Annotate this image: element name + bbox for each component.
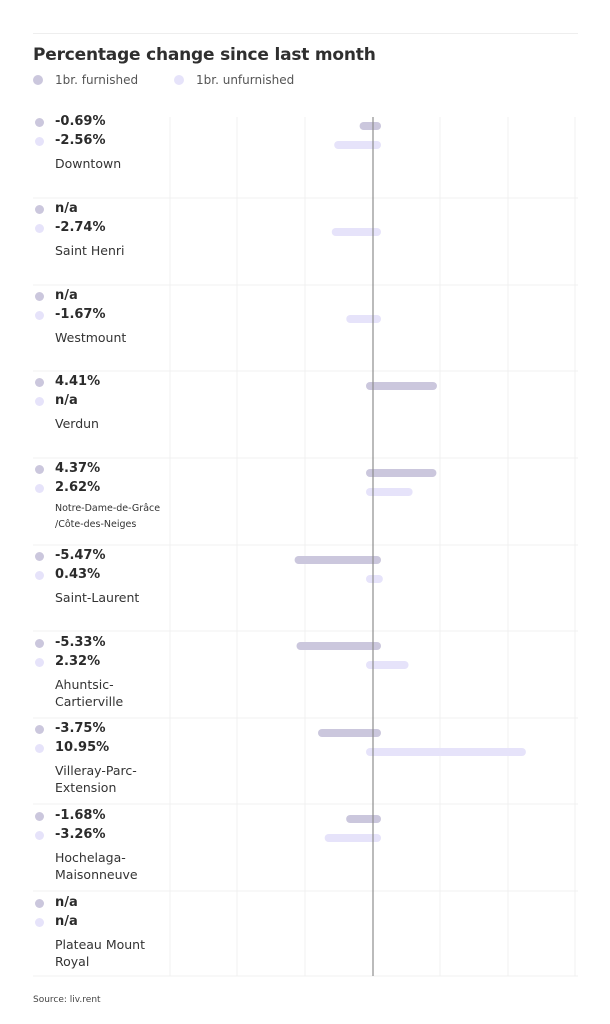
row-saint-laurent: -5.47% 0.43% Saint-Laurent xyxy=(33,547,183,605)
unfurnished-value: n/a xyxy=(55,914,78,929)
legend-swatch-unfurnished xyxy=(174,75,184,85)
category-name: Hochelaga- Maisonneuve xyxy=(55,849,195,883)
unfurnished-dot xyxy=(35,224,44,233)
furnished-value: -5.47% xyxy=(55,548,106,563)
unfurnished-value: -2.56% xyxy=(55,133,106,148)
furnished-dot xyxy=(35,292,44,301)
unfurnished-dot xyxy=(35,571,44,580)
legend-item-unfurnished: 1br. unfurnished xyxy=(174,73,294,87)
category-name: Westmount xyxy=(55,329,195,346)
category-name: Verdun xyxy=(55,415,195,432)
legend-swatch-furnished xyxy=(33,75,43,85)
unfurnished-value: 0.43% xyxy=(55,567,101,582)
category-name-line2: Extension xyxy=(55,780,117,795)
category-name-line1: Ahuntsic- xyxy=(55,677,114,692)
category-name-line2: Cartierville xyxy=(55,694,124,709)
row-downtown: -0.69% -2.56% Downtown xyxy=(33,113,183,171)
row-notre-dame-de-grace: 4.37% 2.62% Notre-Dame-de-Grâce/Côte-des… xyxy=(33,460,183,530)
furnished-dot xyxy=(35,899,44,908)
furnished-value: n/a xyxy=(55,288,78,303)
furnished-value: 4.41% xyxy=(55,374,101,389)
furnished-dot xyxy=(35,378,44,387)
top-rule xyxy=(33,33,578,34)
unfurnished-dot xyxy=(35,397,44,406)
category-name-line1: Westmount xyxy=(55,330,127,345)
category-name-line1: Plateau Mount xyxy=(55,937,145,952)
category-name-line2: Royal xyxy=(55,954,90,969)
category-name-line1: Villeray-Parc- xyxy=(55,763,137,778)
unfurnished-value: 2.62% xyxy=(55,480,101,495)
furnished-dot xyxy=(35,205,44,214)
unfurnished-dot xyxy=(35,831,44,840)
category-name-line2: Maisonneuve xyxy=(55,867,138,882)
category-name: Ahuntsic- Cartierville xyxy=(55,676,195,710)
category-name: Villeray-Parc- Extension xyxy=(55,762,195,796)
legend-item-furnished: 1br. furnished xyxy=(33,73,138,87)
furnished-dot xyxy=(35,812,44,821)
unfurnished-value: -1.67% xyxy=(55,307,106,322)
unfurnished-dot xyxy=(35,658,44,667)
unfurnished-dot xyxy=(35,311,44,320)
category-name-line1: Saint-Laurent xyxy=(55,590,140,605)
bar-layer xyxy=(294,122,526,842)
furnished-value: -0.69% xyxy=(55,114,106,129)
unfurnished-value: 2.32% xyxy=(55,654,101,669)
legend-label-furnished: 1br. furnished xyxy=(55,73,139,87)
category-name-line1: Downtown xyxy=(55,156,122,171)
category-name-line1: Verdun xyxy=(55,416,99,431)
category-name: Saint Henri xyxy=(55,242,195,259)
unfurnished-dot xyxy=(35,744,44,753)
furnished-value: -1.68% xyxy=(55,808,106,823)
row-ahuntsic-cartierville: -5.33% 2.32% Ahuntsic- Cartierville xyxy=(33,634,183,709)
unfurnished-dot xyxy=(35,137,44,146)
furnished-dot xyxy=(35,552,44,561)
furnished-value: n/a xyxy=(55,201,78,216)
unfurnished-value: n/a xyxy=(55,393,78,408)
category-name-line1: Hochelaga- xyxy=(55,850,126,865)
row-plateau-mount-royal: n/a n/a Plateau Mount Royal xyxy=(33,894,183,969)
furnished-dot xyxy=(35,725,44,734)
category-name: Notre-Dame-de-Grâce/Côte-des-Neiges xyxy=(55,501,195,533)
category-name: Downtown xyxy=(55,155,195,172)
row-verdun: 4.41% n/a Verdun xyxy=(33,373,183,431)
source-note: Source: liv.rent xyxy=(33,995,101,1005)
furnished-dot xyxy=(35,118,44,127)
unfurnished-value: -3.26% xyxy=(55,827,106,842)
furnished-dot xyxy=(35,465,44,474)
furnished-value: -3.75% xyxy=(55,721,106,736)
row-westmount: n/a -1.67% Westmount xyxy=(33,287,183,345)
category-name-line1: Notre-Dame-de-Grâce xyxy=(55,503,161,514)
unfurnished-dot xyxy=(35,918,44,927)
unfurnished-value: 10.95% xyxy=(55,740,110,755)
furnished-dot xyxy=(35,639,44,648)
category-name-line1: Saint Henri xyxy=(55,243,125,258)
category-name-line2: /Côte-des-Neiges xyxy=(55,519,137,530)
furnished-value: 4.37% xyxy=(55,461,101,476)
chart-title: Percentage change since last month xyxy=(33,45,376,65)
unfurnished-dot xyxy=(35,484,44,493)
legend: 1br. furnished 1br. unfurnished xyxy=(33,73,433,91)
row-saint-henri: n/a -2.74% Saint Henri xyxy=(33,200,183,258)
furnished-value: n/a xyxy=(55,895,78,910)
furnished-value: -5.33% xyxy=(55,635,106,650)
category-name: Plateau Mount Royal xyxy=(55,936,195,970)
row-hochelaga-maisonneuve: -1.68% -3.26% Hochelaga- Maisonneuve xyxy=(33,807,183,882)
legend-label-unfurnished: 1br. unfurnished xyxy=(196,73,295,87)
row-villeray-parc-extension: -3.75% 10.95% Villeray-Parc- Extension xyxy=(33,720,183,795)
unfurnished-value: -2.74% xyxy=(55,220,106,235)
category-name: Saint-Laurent xyxy=(55,589,195,606)
